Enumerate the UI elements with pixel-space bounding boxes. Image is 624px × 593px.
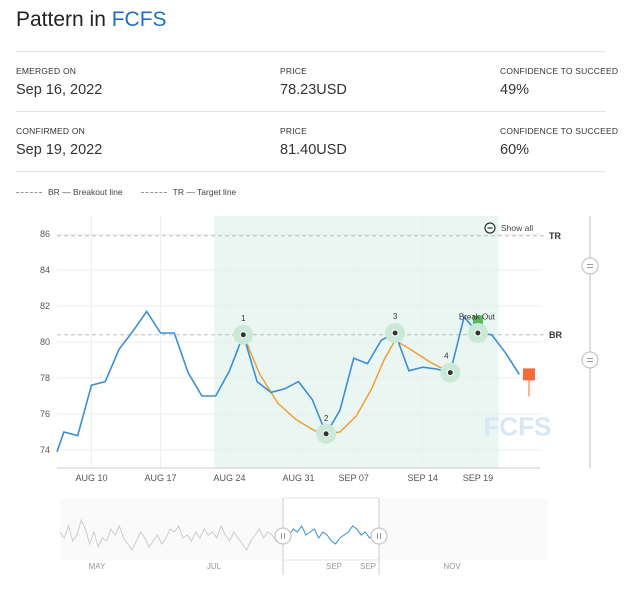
stat-label: PRICE (280, 126, 307, 136)
navigator-label: SEP (360, 562, 376, 571)
target-marker[interactable] (522, 368, 535, 381)
y-range-handle-bottom[interactable] (581, 351, 599, 369)
stat-label: CONFIRMED ON (16, 126, 85, 136)
stat-value: Sep 19, 2022 (16, 142, 103, 158)
breakout-line-label: BR (549, 330, 562, 340)
stat-label: CONFIDENCE TO SUCCEED (500, 66, 619, 76)
navigator-line-selected (284, 525, 379, 545)
legend-br-label: BR — Breakout line (48, 187, 123, 197)
pattern-curve (242, 334, 451, 435)
x-tick-label: SEP 07 (339, 473, 369, 483)
y-range-handle-top[interactable] (581, 257, 599, 275)
navigator-handle-left[interactable] (274, 527, 292, 545)
confirmed-confidence-cell: CONFIDENCE TO SUCCEED 60% (500, 126, 618, 158)
stat-label: EMERGED ON (16, 66, 77, 76)
emerged-confidence-cell: CONFIDENCE TO SUCCEED 49% (500, 66, 618, 98)
navigator-handle-right[interactable] (370, 527, 388, 545)
stat-value: 78.23USD (280, 82, 347, 98)
title-prefix: Pattern in (16, 8, 106, 31)
legend-br: BR — Breakout line (16, 187, 123, 197)
divider (16, 171, 606, 172)
navigator-label: MAY (89, 562, 106, 571)
ticker-symbol[interactable]: FCFS (111, 8, 167, 31)
breakout-label: Break Out (459, 312, 496, 321)
stat-value: 49% (500, 82, 530, 98)
pattern-point-label: 2 (324, 414, 329, 423)
pattern-point[interactable] (391, 329, 399, 337)
legend-tr: TR — Target line (140, 187, 237, 197)
divider (16, 51, 606, 52)
pattern-point-label: 4 (444, 352, 449, 361)
stat-value: 81.40USD (280, 142, 347, 158)
pattern-point[interactable] (446, 369, 454, 377)
confirmed-on-cell: CONFIRMED ON Sep 19, 2022 (16, 126, 102, 158)
stat-value: Sep 16, 2022 (16, 82, 103, 98)
x-tick-label: SEP 19 (463, 473, 493, 483)
emerged-on-cell: EMERGED ON Sep 16, 2022 (16, 66, 102, 98)
y-tick-label: 74 (40, 445, 50, 455)
y-tick-label: 80 (40, 337, 50, 347)
y-tick-label: 84 (40, 265, 50, 275)
navigator-selection[interactable] (282, 497, 380, 561)
y-tick-label: 78 (40, 373, 50, 383)
show-all-button: Show all (501, 223, 533, 233)
page-title: Pattern in FCFS (16, 8, 167, 32)
x-tick-label: AUG 31 (282, 473, 314, 483)
navigator-label: NOV (443, 562, 461, 571)
pattern-point[interactable] (239, 331, 247, 339)
y-tick-label: 82 (40, 301, 50, 311)
target-line-label: TR (549, 231, 561, 241)
x-tick-label: AUG 24 (213, 473, 245, 483)
x-tick-label: AUG 10 (75, 473, 107, 483)
navigator-line-outside (59, 518, 281, 551)
y-tick-label: 76 (40, 409, 50, 419)
chart-legend: BR — Breakout line TR — Target line (16, 187, 236, 197)
stat-label: CONFIDENCE TO SUCCEED (500, 126, 619, 136)
stat-label: PRICE (280, 66, 307, 76)
confirmed-price-cell: PRICE 81.40USD (280, 126, 347, 158)
chart-watermark: FCFS (483, 412, 551, 442)
pattern-point-label: 3 (393, 312, 398, 321)
legend-tr-label: TR — Target line (172, 187, 237, 197)
pattern-point[interactable] (322, 430, 330, 438)
pattern-point-label: 1 (241, 314, 246, 323)
navigator-label: SEP (326, 562, 342, 571)
zoom-out-icon[interactable] (484, 222, 496, 234)
dashed-line-icon (16, 191, 42, 193)
breakout-marker[interactable] (472, 315, 483, 325)
pattern-point[interactable] (474, 329, 482, 337)
y-tick-label: 86 (40, 229, 50, 239)
emerged-price-cell: PRICE 78.23USD (280, 66, 347, 98)
navigator-label: JUL (207, 562, 222, 571)
x-tick-label: SEP 14 (408, 473, 438, 483)
dashed-line-icon (140, 191, 167, 193)
x-tick-label: AUG 17 (144, 473, 176, 483)
divider (16, 111, 606, 112)
stat-value: 60% (500, 142, 530, 158)
